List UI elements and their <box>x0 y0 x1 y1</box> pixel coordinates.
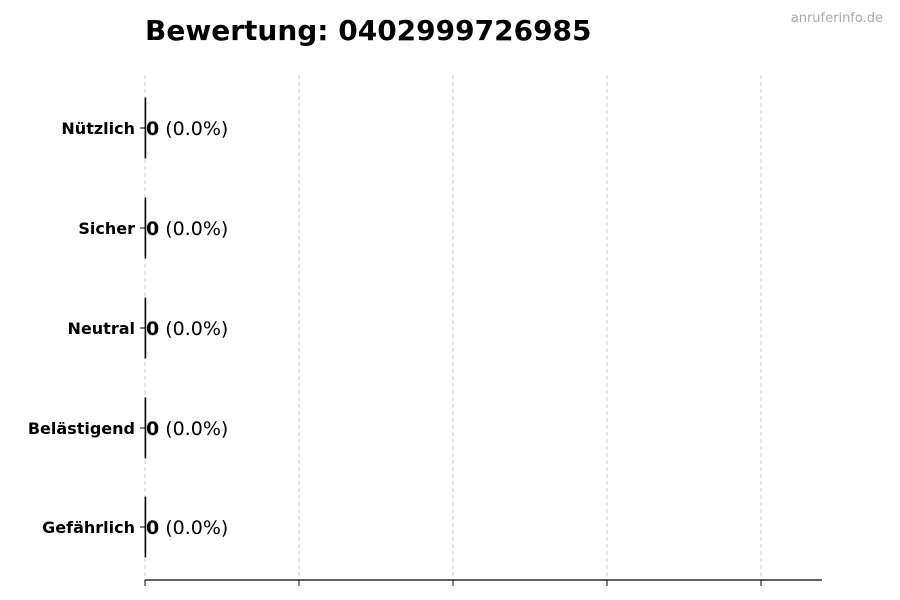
data-label-value: 0 <box>146 118 159 140</box>
bars: Nützlich 0 (0.0%) Sicher 0 (0.0%) Neutral 0 (0.0… <box>28 97 228 558</box>
data-label: 0 (0.0%) <box>146 218 228 240</box>
data-label-value: 0 <box>146 218 159 240</box>
data-label-value: 0 <box>146 318 159 340</box>
data-label: 0 (0.0%) <box>146 517 228 539</box>
data-label: 0 (0.0%) <box>146 318 228 340</box>
x-axis <box>144 579 822 586</box>
data-label: 0 (0.0%) <box>146 118 228 140</box>
data-label-value: 0 <box>146 418 159 440</box>
category-label: Sicher <box>78 219 135 238</box>
data-label-percent: (0.0%) <box>165 218 228 240</box>
data-label-percent: (0.0%) <box>165 118 228 140</box>
data-label-percent: (0.0%) <box>165 418 228 440</box>
category-label: Belästigend <box>28 419 135 438</box>
data-label: 0 (0.0%) <box>146 418 228 440</box>
category-label: Gefährlich <box>42 518 135 537</box>
category-label: Nützlich <box>61 119 135 138</box>
data-label-percent: (0.0%) <box>165 517 228 539</box>
watermark: anruferinfo.de <box>791 11 883 26</box>
chart-title: Bewertung: 0402999726985 <box>145 14 592 47</box>
data-label-value: 0 <box>146 517 159 539</box>
category-label: Neutral <box>68 319 135 338</box>
data-label-percent: (0.0%) <box>165 318 228 340</box>
grid-lines <box>144 75 762 580</box>
